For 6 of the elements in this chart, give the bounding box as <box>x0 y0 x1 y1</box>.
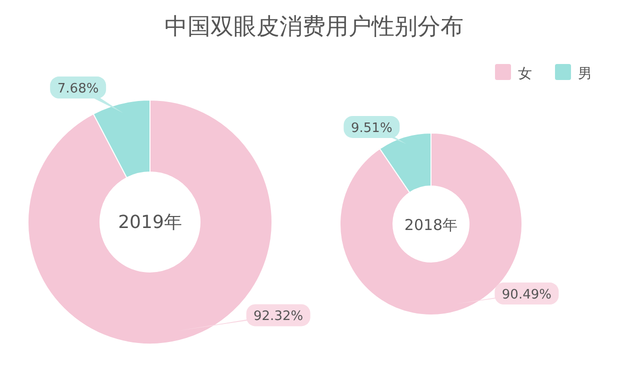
chart-title: 中国双眼皮消费用户性别分布 <box>164 14 464 40</box>
text: 2019年 <box>118 212 182 233</box>
legend-label: 女 <box>518 66 532 82</box>
data-label: 92.32% <box>254 309 304 324</box>
text: 2018年 <box>404 216 458 234</box>
legend-label: 男 <box>578 66 592 82</box>
